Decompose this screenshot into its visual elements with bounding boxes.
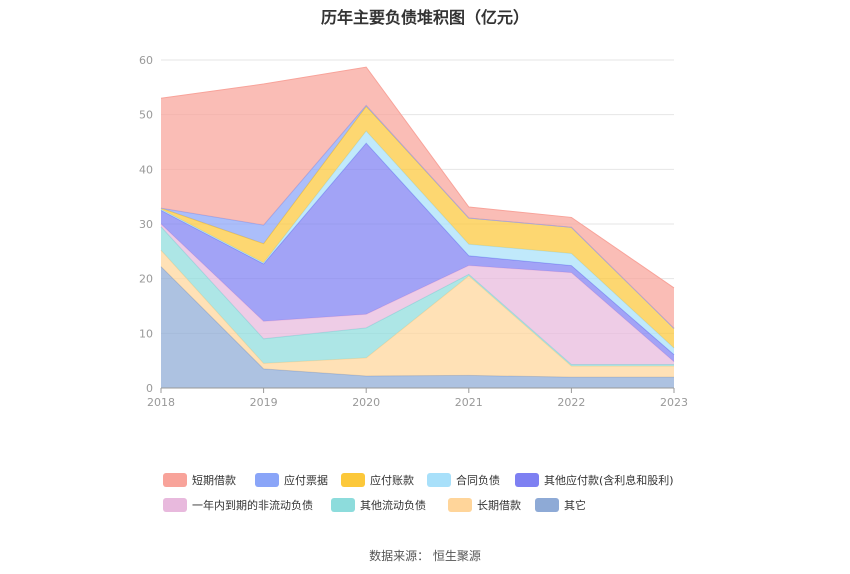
series-area-8[interactable]	[161, 67, 674, 329]
x-tick-label: 2023	[660, 396, 688, 409]
x-tick-label: 2020	[352, 396, 380, 409]
legend-item[interactable]: 应付账款	[341, 472, 414, 488]
legend-swatch	[163, 473, 187, 487]
series-area-1[interactable]	[161, 250, 674, 378]
legend-item[interactable]: 其他流动负债	[331, 497, 426, 513]
legend-swatch	[341, 473, 365, 487]
legend-item[interactable]: 其它	[535, 497, 586, 513]
y-tick-label: 50	[139, 109, 153, 122]
y-tick-label: 60	[139, 54, 153, 67]
legend-swatch	[535, 498, 559, 512]
legend-label: 其它	[564, 499, 586, 512]
legend-label: 应付账款	[370, 474, 414, 487]
legend-swatch	[515, 473, 539, 487]
legend-item[interactable]: 合同负债	[427, 472, 500, 488]
y-tick-label: 20	[139, 273, 153, 286]
axis-layer: 0 10 20 30 40 50 60 2018 2019 2020 2021 2022 2023	[139, 54, 688, 409]
series-area-0[interactable]	[161, 266, 674, 388]
legend-label: 其他流动负债	[360, 499, 426, 512]
legend-label: 合同负债	[456, 474, 500, 487]
legend-swatch	[331, 498, 355, 512]
source-note: 数据来源： 恒生聚源	[369, 549, 481, 563]
legend-label: 长期借款	[477, 499, 521, 512]
y-tick-label: 10	[139, 327, 153, 340]
series-line-8	[160, 66, 675, 289]
x-tick-label: 2019	[250, 396, 278, 409]
series-area-3[interactable]	[161, 224, 674, 365]
legend-swatch	[427, 473, 451, 487]
legend-swatch	[255, 473, 279, 487]
legend-label: 应付票据	[284, 474, 328, 487]
legend-item[interactable]: 其他应付款(含利息和股利)	[515, 472, 674, 488]
legend-item[interactable]: 长期借款	[448, 497, 521, 513]
legend-swatch	[163, 498, 187, 512]
chart-title: 历年主要负债堆积图（亿元）	[320, 8, 529, 27]
y-tick-label: 40	[139, 163, 153, 176]
legend-swatch	[448, 498, 472, 512]
area-layer	[160, 66, 675, 388]
legend-item[interactable]: 应付票据	[255, 472, 328, 488]
y-tick-label: 30	[139, 218, 153, 231]
x-tick-label: 2022	[557, 396, 585, 409]
legend-label: 短期借款	[192, 474, 236, 487]
legend-item[interactable]: 短期借款	[163, 472, 236, 488]
x-tick-label: 2018	[147, 396, 175, 409]
legend-label: 其他应付款(含利息和股利)	[544, 474, 674, 487]
x-tick-label: 2021	[455, 396, 483, 409]
legend-item[interactable]: 一年内到期的非流动负债	[163, 497, 313, 513]
legend-label: 一年内到期的非流动负债	[192, 499, 313, 512]
y-tick-label: 0	[146, 382, 153, 395]
series-area-4[interactable]	[161, 143, 674, 362]
